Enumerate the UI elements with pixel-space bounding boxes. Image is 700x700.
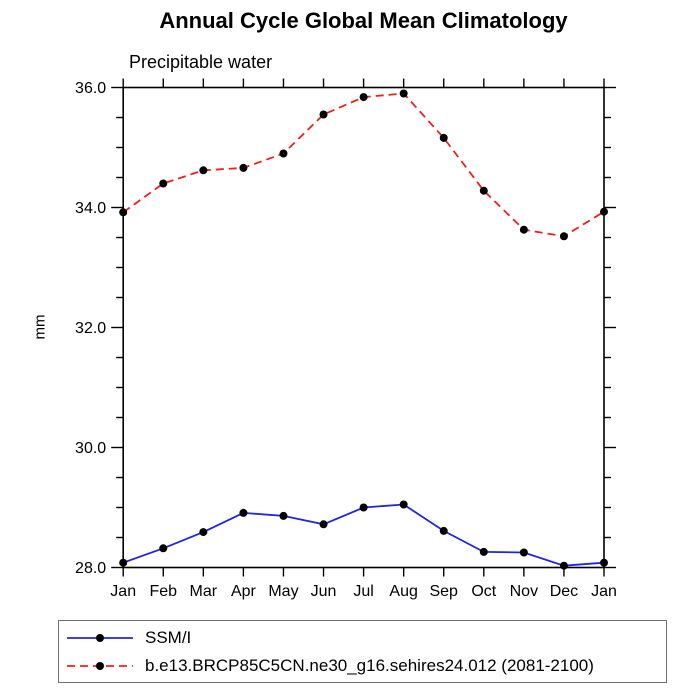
chart-subtitle: Precipitable water — [129, 52, 273, 72]
data-point-0-may — [279, 511, 288, 520]
data-point-0-jan — [119, 558, 128, 567]
data-point-0-nov — [519, 548, 528, 557]
y-tick-label: 36.0 — [75, 80, 106, 97]
data-point-1-jan — [119, 208, 128, 217]
legend-label-model: b.e13.BRCP85C5CN.ne30_g16.sehires24.012 … — [145, 655, 594, 675]
plot-frame — [122, 86, 605, 569]
data-point-1-dec — [559, 232, 568, 241]
data-point-1-mar — [199, 166, 208, 175]
data-point-0-sep — [439, 526, 448, 535]
data-point-1-jun — [319, 110, 328, 119]
data-point-0-dec — [559, 561, 568, 570]
data-point-1-aug — [399, 89, 408, 98]
y-tick-label: 30.0 — [75, 440, 106, 457]
legend: SSM/I b.e13.BRCP85C5CN.ne30_g16.sehires2… — [58, 620, 667, 683]
y-axis-ticks — [111, 86, 616, 569]
x-tick-label: Apr — [231, 583, 257, 600]
data-point-1-jul — [359, 93, 368, 102]
data-point-0-feb — [159, 544, 168, 553]
x-tick-label: Mar — [190, 583, 218, 600]
legend-row-model: b.e13.BRCP85C5CN.ne30_g16.sehires24.012 … — [66, 652, 666, 680]
data-point-1-apr — [239, 163, 248, 172]
x-tick-label: Dec — [550, 583, 578, 600]
data-point-0-jul — [359, 503, 368, 512]
data-point-1-jan — [600, 207, 608, 216]
chart-title: Annual Cycle Global Mean Climatology — [159, 8, 568, 33]
x-tick-label: Jan — [591, 583, 617, 600]
x-tick-label: May — [268, 583, 298, 600]
data-point-0-aug — [399, 500, 408, 509]
legend-label-ssmi: SSM/I — [145, 627, 192, 647]
x-tick-label: Jun — [311, 583, 337, 600]
y-tick-label: 28.0 — [75, 560, 106, 577]
data-point-0-mar — [199, 528, 208, 537]
x-tick-label: Oct — [471, 583, 496, 600]
x-tick-label: Aug — [389, 583, 417, 600]
x-axis-ticks — [122, 78, 605, 577]
y-tick-label: 34.0 — [75, 200, 106, 217]
data-point-1-sep — [439, 133, 448, 142]
data-point-1-oct — [479, 186, 488, 195]
data-point-1-nov — [519, 225, 528, 234]
legend-row-ssmi: SSM/I — [66, 624, 666, 652]
legend-line-ssmi-icon — [67, 633, 133, 642]
data-point-0-jun — [319, 520, 328, 529]
series-line-0 — [122, 503, 605, 567]
data-point-0-jan — [600, 558, 608, 567]
x-tick-label: Nov — [510, 583, 538, 600]
legend-line-model-icon — [67, 661, 133, 670]
x-tick-label: Jan — [110, 583, 136, 600]
data-point-0-apr — [239, 508, 248, 517]
x-tick-label: Feb — [149, 583, 177, 600]
data-point-1-feb — [159, 179, 168, 188]
data-point-0-oct — [479, 547, 488, 556]
data-point-1-may — [279, 149, 288, 158]
series-line-1 — [122, 92, 605, 238]
y-tick-label: 32.0 — [75, 320, 106, 337]
x-tick-label: Jul — [353, 583, 373, 600]
x-tick-label: Sep — [429, 583, 458, 600]
